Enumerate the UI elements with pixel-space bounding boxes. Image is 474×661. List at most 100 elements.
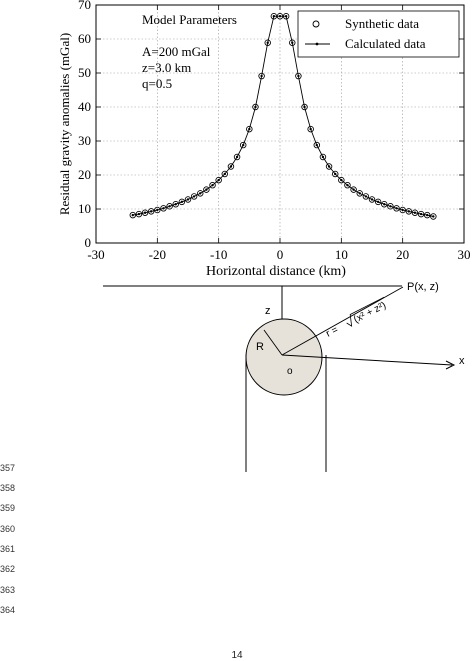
synthetic-data-point (258, 72, 265, 80)
calculated-data-point (358, 192, 361, 195)
synthetic-data-point (356, 190, 363, 197)
model-parameters-annotation: Model Parameters A=200 mGal z=3.0 km q=0… (142, 12, 237, 91)
synthetic-data-series (129, 12, 437, 220)
synthetic-data-point (239, 141, 247, 149)
legend-box (297, 10, 460, 58)
calculated-data-point (315, 143, 318, 147)
synthetic-data-point (423, 211, 431, 219)
annotation-line-amplitude: A=200 mGal (142, 44, 211, 59)
calculated-data-point (143, 211, 147, 214)
y-axis-label: Residual gravity anomalies (mGal) (57, 33, 72, 215)
calculated-data-point (211, 184, 214, 187)
synthetic-data-point (172, 201, 179, 208)
synthetic-data-point (215, 176, 222, 184)
line-number: 362 (0, 564, 16, 574)
calculated-data-point (327, 165, 331, 168)
radius-label: R (256, 341, 264, 353)
annotation-line-depth: z=3.0 km (142, 60, 191, 75)
radius-line (263, 329, 283, 356)
axis-ticks (95, 4, 465, 244)
synthetic-data-point (246, 125, 253, 133)
synthetic-data-point (289, 39, 296, 46)
line-number: 364 (0, 605, 16, 615)
synthetic-data-point (154, 206, 161, 214)
calculated-data-point (180, 200, 184, 204)
calculated-data-point (156, 208, 159, 212)
synthetic-data-point (264, 39, 271, 46)
synthetic-data-point (129, 211, 137, 219)
calculated-data-point (266, 41, 269, 44)
synthetic-data-point (368, 196, 376, 203)
calculated-data-point (192, 195, 196, 198)
calculated-data-point (395, 207, 398, 210)
synthetic-data-point (270, 12, 278, 20)
point-p-label: P(x, z) (407, 281, 439, 293)
calculated-data-point (248, 127, 251, 131)
x-tick-label: -10 (210, 247, 227, 262)
calculated-data-point (346, 184, 349, 187)
synthetic-data-point (160, 205, 167, 212)
synthetic-data-point (203, 186, 210, 193)
gravity-anomaly-chart: 0 10 20 30 40 50 60 70 -30 -20 -10 0 10 20 30 Horizon… (57, 0, 471, 279)
calculated-data-point (413, 211, 417, 214)
calculated-data-point (383, 203, 386, 206)
y-tick-label: 10 (78, 201, 91, 216)
y-tick-label: 30 (78, 133, 91, 148)
r-formula-expression: (x² + z²) (352, 300, 388, 326)
calculated-data-point (278, 15, 282, 18)
synthetic-data-point (301, 103, 308, 111)
y-tick-label: 50 (78, 65, 91, 80)
synthetic-data-point (221, 170, 229, 178)
x-axis-label: Horizontal distance (km) (206, 264, 346, 279)
calculated-data-point (223, 172, 226, 176)
calculated-data-point (321, 155, 325, 159)
synthetic-data-point (141, 209, 149, 216)
x-tick-label: -30 (87, 247, 104, 262)
z-axis-label: z (265, 305, 271, 317)
synthetic-data-point (325, 163, 333, 170)
synthetic-data-point (313, 141, 321, 149)
calculated-data-point (340, 178, 343, 182)
legend: Synthetic data Calculated data (297, 10, 460, 58)
x-axis-line (281, 354, 453, 366)
y-tick-label: 40 (78, 99, 91, 114)
calculated-data-point (272, 15, 276, 18)
x-axis-label: x (459, 355, 465, 367)
x-tick-label: 30 (458, 247, 471, 262)
synthetic-data-point (387, 203, 394, 210)
line-number: 357 (0, 463, 16, 473)
calculated-data-point (284, 15, 288, 18)
calculated-data-point (407, 210, 410, 213)
calculated-data-point (217, 178, 220, 182)
synthetic-data-point (319, 153, 327, 161)
calculated-data-point (370, 198, 374, 201)
calculated-data-point (235, 155, 239, 159)
calculated-data-point (162, 207, 165, 210)
r-formula: r = (x² + z²) (324, 296, 388, 340)
synthetic-data-point (166, 203, 173, 210)
synthetic-data-point (344, 181, 351, 189)
calculated-data-point (334, 172, 337, 176)
legend-dot-marker-icon (315, 42, 319, 46)
synthetic-data-point (178, 198, 186, 206)
synthetic-data-point (417, 210, 425, 218)
synthetic-data-point (227, 163, 235, 170)
calculated-data-point (426, 213, 429, 217)
synthetic-data-point (282, 12, 290, 20)
line-number: 361 (0, 544, 16, 554)
synthetic-data-point (430, 213, 437, 220)
synthetic-data-point (393, 205, 400, 212)
synthetic-data-point (331, 170, 339, 178)
calculated-data-point (131, 213, 134, 217)
square-root-sign-icon (346, 296, 385, 327)
calculated-data-point (168, 205, 171, 208)
synthetic-data-point (197, 190, 204, 197)
synthetic-data-point (405, 208, 413, 215)
line-number: 359 (0, 503, 16, 513)
x-tick-label: -20 (149, 247, 166, 262)
x-tick-labels: -30 -20 -10 0 10 20 30 (87, 247, 470, 262)
synthetic-data-point (338, 176, 345, 184)
calculated-data-point (242, 143, 245, 147)
synthetic-data-point (307, 125, 314, 133)
